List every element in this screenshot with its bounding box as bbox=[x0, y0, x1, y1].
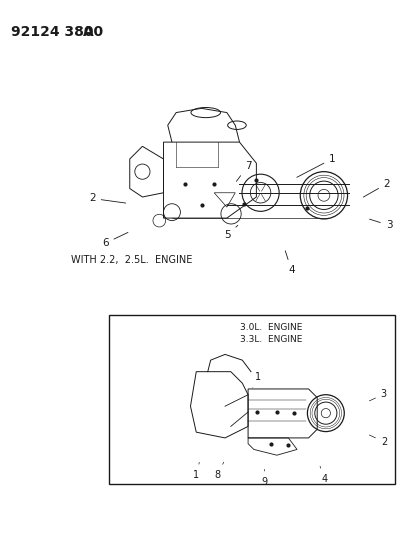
Bar bbox=[109, 314, 395, 483]
Text: 1: 1 bbox=[193, 462, 199, 480]
Text: 3.0L.  ENGINE: 3.0L. ENGINE bbox=[240, 322, 302, 332]
Text: 1: 1 bbox=[297, 154, 336, 177]
Text: 2: 2 bbox=[89, 193, 126, 204]
Text: 2: 2 bbox=[369, 435, 387, 447]
Text: 92124 3800: 92124 3800 bbox=[11, 25, 103, 39]
Text: 7: 7 bbox=[237, 160, 252, 181]
Text: 9: 9 bbox=[262, 470, 268, 487]
Text: 3: 3 bbox=[369, 219, 392, 230]
Text: A: A bbox=[83, 25, 94, 39]
Text: WITH 2.2,  2.5L.  ENGINE: WITH 2.2, 2.5L. ENGINE bbox=[71, 255, 192, 265]
Text: 2: 2 bbox=[363, 179, 390, 197]
Text: 6: 6 bbox=[102, 232, 128, 248]
Text: 4: 4 bbox=[285, 251, 295, 275]
Text: 3.3L.  ENGINE: 3.3L. ENGINE bbox=[240, 335, 302, 344]
Text: 5: 5 bbox=[224, 225, 238, 240]
Text: 4: 4 bbox=[320, 466, 327, 483]
Text: 3: 3 bbox=[369, 389, 387, 401]
Text: 1: 1 bbox=[253, 372, 261, 387]
Text: 8: 8 bbox=[215, 462, 224, 480]
